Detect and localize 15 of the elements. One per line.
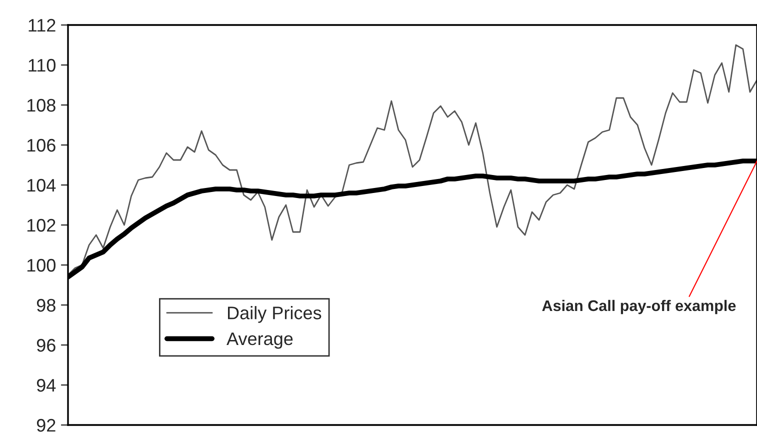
y-tick-label: 96 [36, 338, 56, 352]
y-tick-label: 100 [27, 258, 56, 272]
legend-label: Daily Prices [228, 306, 322, 323]
y-tick-label: 92 [36, 418, 56, 432]
y-tick-label: 94 [36, 378, 56, 392]
y-tick-label: 104 [27, 178, 56, 192]
y-tick-label: 106 [27, 138, 56, 152]
y-tick-label: 102 [27, 218, 56, 232]
y-tick-label: 108 [27, 98, 56, 112]
y-tick-label: 112 [28, 18, 56, 32]
y-tick-label: 98 [36, 298, 56, 312]
legend-label: Average [226, 332, 293, 349]
line-series [68, 44, 757, 276]
annotation: Asian Call pay-off example [542, 300, 736, 314]
y-tick-label: 110 [28, 58, 56, 72]
